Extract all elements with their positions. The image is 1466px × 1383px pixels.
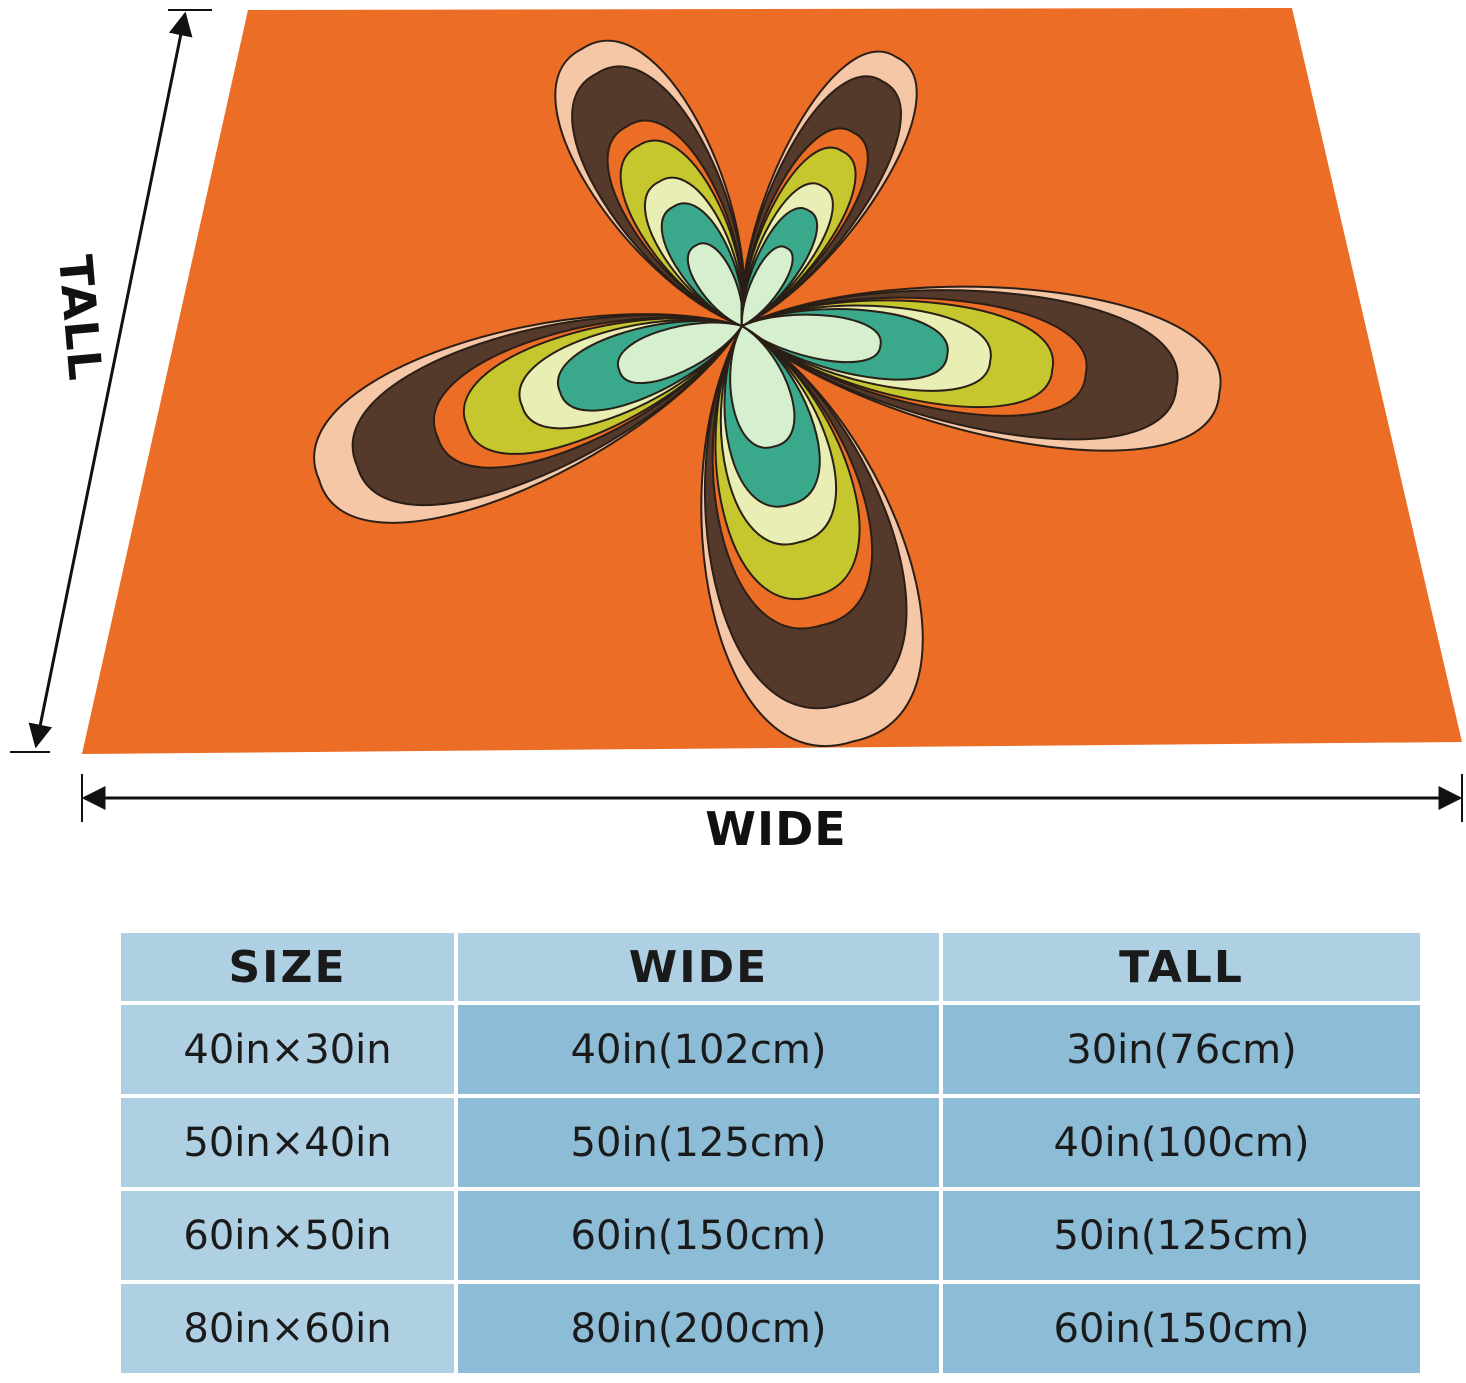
petal-ring (686, 242, 744, 328)
petal-ring (616, 321, 744, 385)
flower-petal (740, 285, 1222, 452)
table-row: 40in×30in 40in(102cm) 30in(76cm) (121, 1005, 1420, 1094)
size-cell: 50in×40in (121, 1098, 454, 1187)
tall-cell: 40in(100cm) (943, 1098, 1420, 1187)
tall-arrow (28, 11, 193, 749)
size-table: SIZE WIDE TALL 40in×30in 40in(102cm) 30i… (117, 929, 1424, 1377)
wide-label: WIDE (705, 802, 847, 856)
header-tall: TALL (943, 933, 1420, 1001)
header-size: SIZE (121, 933, 454, 1001)
flower-icon (313, 39, 1222, 748)
header-wide: WIDE (458, 933, 939, 1001)
flower-petal (740, 50, 918, 328)
wide-cell: 80in(200cm) (458, 1284, 939, 1373)
tall-cell: 50in(125cm) (943, 1191, 1420, 1280)
flower-petal (313, 313, 744, 524)
tall-cell: 30in(76cm) (943, 1005, 1420, 1094)
wide-cell: 60in(150cm) (458, 1191, 939, 1280)
size-cell: 60in×50in (121, 1191, 454, 1280)
table-row: 60in×50in 60in(150cm) 50in(125cm) (121, 1191, 1420, 1280)
petal-ring (740, 313, 882, 364)
flower-petal (700, 324, 924, 748)
size-table-header-row: SIZE WIDE TALL (121, 933, 1420, 1001)
wide-cell: 50in(125cm) (458, 1098, 939, 1187)
blanket-illustration (10, 8, 1463, 822)
table-row: 80in×60in 80in(200cm) 60in(150cm) (121, 1284, 1420, 1373)
table-row: 50in×40in 50in(125cm) 40in(100cm) (121, 1098, 1420, 1187)
tall-label: TALL (47, 252, 113, 384)
petal-ring (740, 245, 794, 328)
tall-cell: 60in(150cm) (943, 1284, 1420, 1373)
size-cell: 40in×30in (121, 1005, 454, 1094)
flower-petal (554, 39, 746, 328)
wide-cell: 40in(102cm) (458, 1005, 939, 1094)
petal-ring (729, 324, 796, 449)
size-cell: 80in×60in (121, 1284, 454, 1373)
